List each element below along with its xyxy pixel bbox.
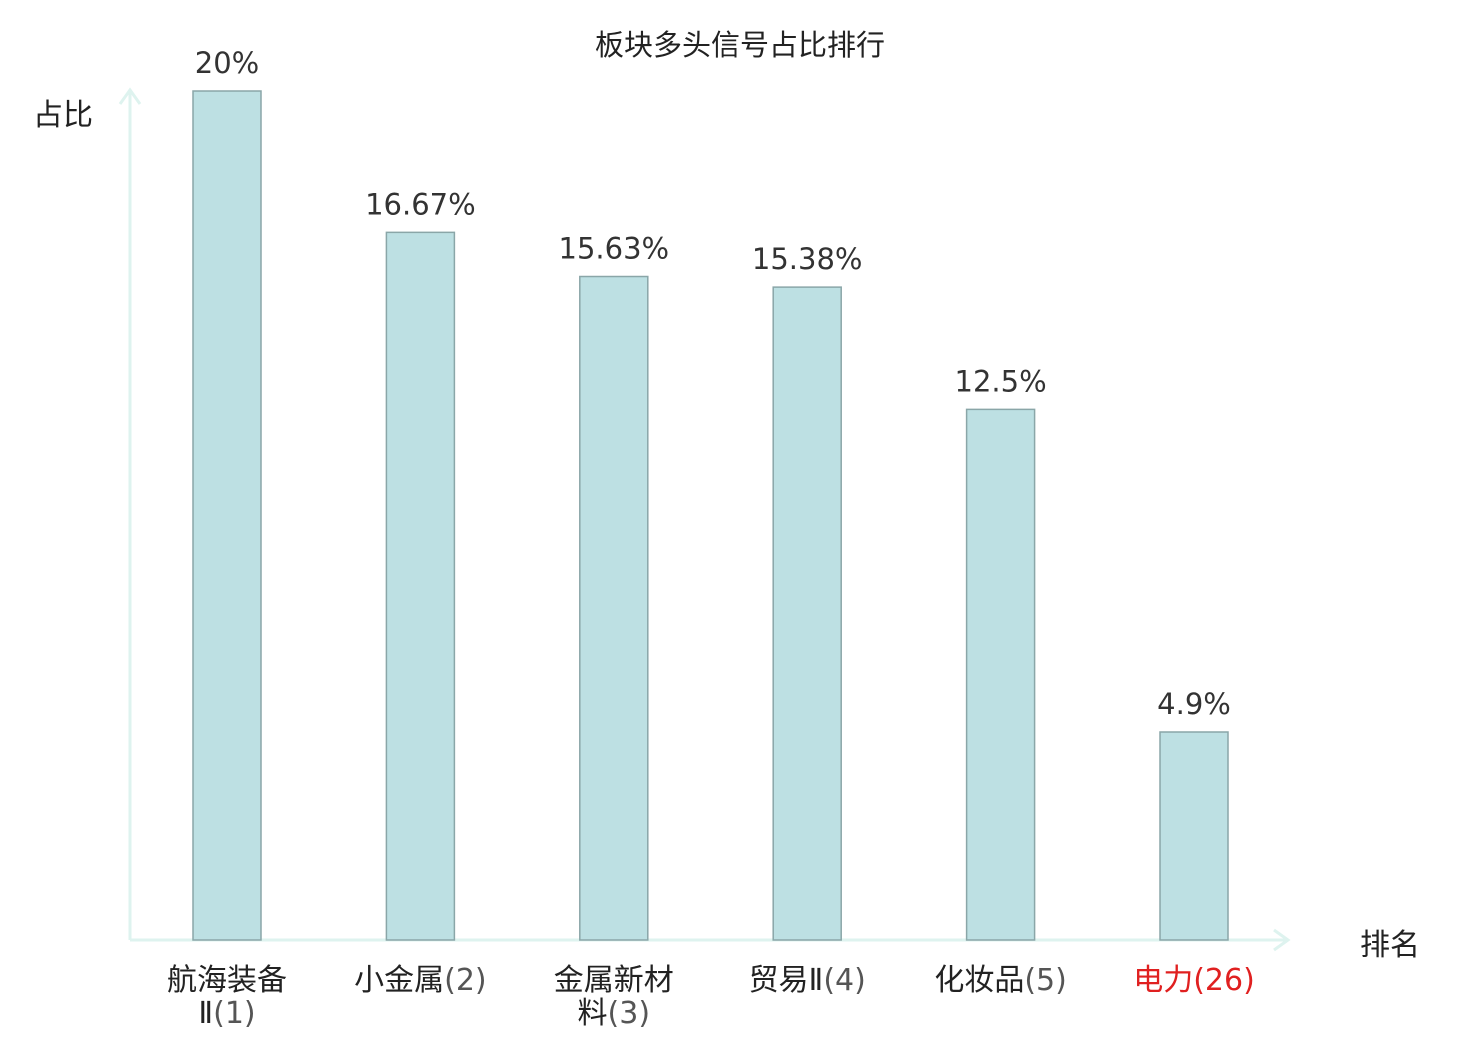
x-tick-label: 金属新材 料(3) — [534, 964, 694, 1030]
x-tick-name: 贸易Ⅱ — [748, 963, 824, 998]
data-label: 20% — [195, 46, 259, 80]
data-label: 16.67% — [365, 187, 476, 221]
x-tick-name: 化妆品 — [934, 963, 1025, 998]
x-tick-name: 金属新材 — [553, 963, 674, 998]
bar — [772, 286, 842, 941]
x-tick-rank: (26) — [1193, 963, 1255, 998]
y-axis-arrow — [118, 87, 142, 105]
data-label: 12.5% — [955, 364, 1047, 398]
x-tick-rank: (5) — [1024, 963, 1067, 998]
x-tick-label: 航海装备 Ⅱ(1) — [147, 964, 307, 1030]
bar — [385, 231, 456, 941]
bar — [1159, 731, 1229, 941]
x-tick-label: 化妆品(5) — [921, 964, 1081, 997]
x-tick-label: 小金属(2) — [340, 964, 500, 997]
x-tick-name: 小金属 — [354, 963, 445, 998]
x-tick-label: 电力(26) — [1114, 964, 1274, 997]
x-axis-arrow — [1273, 928, 1291, 952]
x-tick-rank: (3) — [607, 996, 651, 1031]
data-label: 15.63% — [559, 232, 670, 266]
data-label: 15.38% — [752, 242, 863, 276]
chart-title: 板块多头信号占比排行 — [594, 28, 885, 62]
bar — [192, 90, 262, 941]
bar — [965, 408, 1036, 941]
x-tick-name: 航海装备 — [167, 963, 287, 998]
x-tick-name: 电力 — [1133, 963, 1194, 998]
x-axis-label: 排名 — [1360, 928, 1420, 963]
data-label: 4.9% — [1157, 687, 1231, 721]
y-axis-label: 占比 — [33, 98, 93, 133]
bar — [579, 275, 649, 941]
x-tick-rank: (1) — [213, 996, 256, 1031]
x-tick-rank: (4) — [823, 963, 866, 998]
x-tick-label: 贸易Ⅱ(4) — [727, 964, 887, 997]
x-tick-name: Ⅱ — [198, 996, 214, 1031]
x-tick-rank: (2) — [444, 963, 487, 998]
x-tick-name: 料 — [577, 996, 608, 1031]
